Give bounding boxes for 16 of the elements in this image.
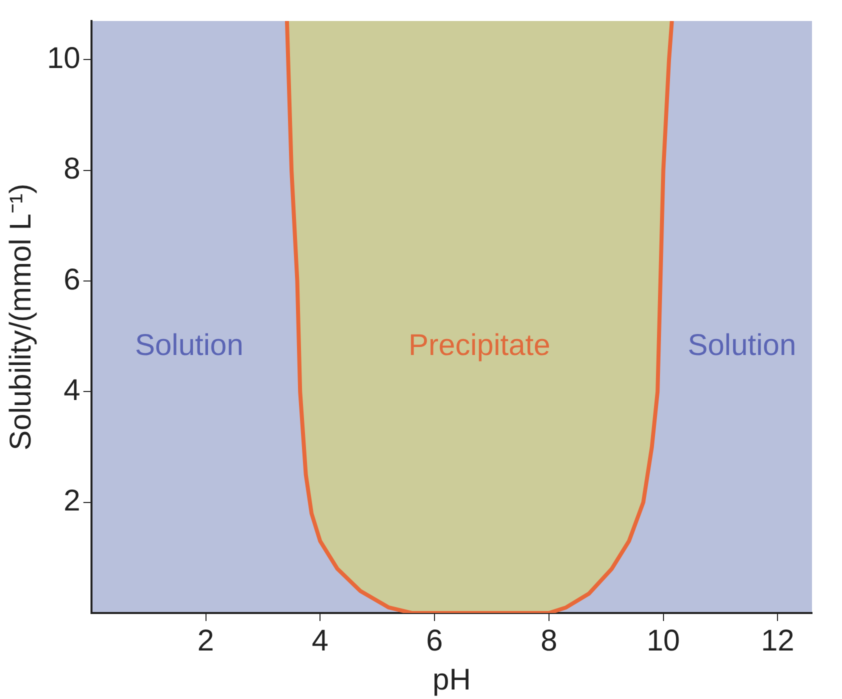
y-tick-label: 4 [64,374,80,407]
annotation: Solution [134,328,244,362]
y-tick-label: 10 [46,42,80,75]
y-axis-title: Solubility/(mmol L⁻¹) [4,184,38,450]
x-tick-label: 4 [312,624,328,658]
x-tick-label: 8 [540,624,558,658]
annotation: Precipitate [408,328,550,362]
x-tick-label: 2 [197,624,214,658]
x-tick-label: 6 [426,624,443,658]
y-tick-label: 8 [64,152,80,186]
x-tick-label: 10 [646,624,680,658]
y-tick-label: 6 [64,263,80,296]
x-axis-title: pH [432,663,471,696]
y-tick-label: 2 [64,484,80,518]
annotation: Solution [688,328,796,362]
x-tick-label: 12 [760,624,794,658]
